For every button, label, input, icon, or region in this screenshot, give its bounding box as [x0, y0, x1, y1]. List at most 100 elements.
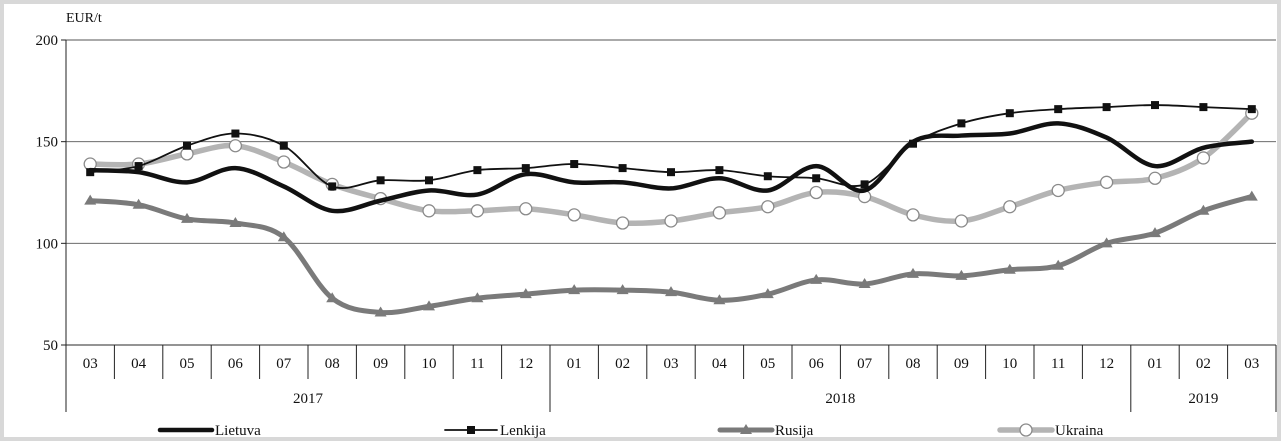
data-point-ukraina [1196, 151, 1211, 165]
legend-label-lietuva: Lietuva [215, 423, 261, 439]
data-point-rusija [955, 269, 968, 280]
x-tick-label: 07 [857, 356, 873, 372]
x-tick-label: 12 [1099, 356, 1114, 372]
x-tick-label: 05 [760, 356, 775, 372]
data-point-rusija [374, 306, 387, 317]
data-point-rusija [568, 284, 581, 295]
grid-layer [66, 39, 1276, 346]
data-point-rusija [907, 267, 919, 278]
data-point-rusija [519, 288, 532, 299]
data-point-lenkija [473, 166, 482, 175]
data-point-lenkija [812, 174, 821, 183]
x-tick-label: 02 [615, 356, 630, 372]
x-tick-label: 07 [276, 356, 292, 372]
legend-marker-ukraina [1019, 423, 1033, 437]
data-point-ukraina [906, 208, 920, 222]
data-point-ukraina [1099, 175, 1114, 189]
data-point-lenkija [328, 182, 337, 191]
y-tick-label-150: 150 [36, 135, 59, 151]
series-lenkija [86, 101, 1256, 191]
data-point-lenkija [909, 139, 917, 148]
series-ukraina [83, 106, 1259, 230]
x-tick-label: 11 [470, 356, 484, 372]
data-point-lenkija [521, 164, 530, 173]
data-point-lenkija [183, 141, 191, 150]
data-point-lenkija [570, 160, 579, 169]
data-point-lenkija [860, 180, 869, 189]
data-point-rusija [1245, 190, 1258, 201]
x-tick-label: 03 [1244, 356, 1259, 372]
data-point-lenkija [231, 129, 240, 138]
x-tick-label: 06 [228, 356, 244, 372]
legend-item-lietuva: Lietuva [157, 423, 261, 439]
x-tick-label: 09 [954, 356, 969, 372]
data-point-rusija [810, 273, 823, 284]
series-layer [83, 101, 1259, 317]
x-tick-label: 03 [664, 356, 679, 372]
data-point-lenkija [376, 176, 385, 185]
data-point-ukraina [954, 214, 969, 228]
data-point-ukraina [809, 185, 823, 200]
x-tick-label: 10 [1002, 356, 1017, 372]
legend-item-rusija: Rusija [717, 423, 814, 439]
data-point-lenkija [425, 176, 433, 185]
data-point-ukraina [422, 204, 436, 218]
legend-item-lenkija: Lenkija [444, 423, 546, 439]
x-tick-label: 05 [180, 356, 195, 372]
legend-marker-rusija [740, 424, 752, 434]
data-point-lenkija [1102, 103, 1111, 112]
data-point-rusija [761, 288, 774, 299]
data-point-rusija [858, 278, 871, 288]
data-point-rusija [471, 292, 484, 303]
data-point-rusija [616, 284, 629, 295]
x-tick-label: 11 [1051, 356, 1065, 372]
data-point-rusija [1100, 237, 1113, 248]
x-tick-label: 09 [373, 356, 388, 372]
x-tick-label: 03 [83, 356, 98, 372]
y-tick-label-50: 50 [43, 338, 58, 354]
y-tick-label-200: 200 [36, 33, 59, 49]
series-lietuva [87, 121, 1255, 214]
year-label-2017: 2017 [293, 391, 324, 407]
data-point-lenkija [134, 162, 143, 171]
legend-item-ukraina: Ukraina [997, 423, 1104, 439]
data-point-lenkija [86, 168, 95, 177]
x-tick-label: 08 [325, 356, 340, 372]
data-point-lenkija [1054, 105, 1063, 114]
data-point-rusija [1052, 259, 1065, 270]
data-point-lenkija [1247, 105, 1256, 114]
data-point-ukraina [277, 155, 291, 169]
data-point-lenkija [279, 141, 288, 150]
y-tick-label-100: 100 [36, 236, 59, 252]
data-point-lenkija [957, 119, 966, 128]
data-point-rusija [277, 231, 290, 242]
x-tick-label: 04 [712, 356, 728, 372]
y-unit-label: EUR/t [66, 11, 102, 26]
x-tick-label: 01 [1148, 356, 1163, 372]
x-tick-label: 08 [906, 356, 921, 372]
data-point-ukraina [712, 206, 727, 220]
data-point-rusija [229, 217, 242, 227]
x-tick-label: 06 [809, 356, 825, 372]
series-line-lietuva [87, 121, 1255, 214]
data-point-ukraina [1051, 183, 1065, 198]
data-point-rusija [1197, 204, 1210, 215]
data-point-rusija [326, 292, 339, 303]
data-point-ukraina [567, 208, 581, 222]
data-point-rusija [1149, 227, 1161, 238]
data-point-lenkija [1005, 109, 1014, 118]
data-point-rusija [181, 212, 193, 223]
data-point-ukraina [519, 202, 533, 216]
data-point-rusija [132, 198, 145, 209]
data-point-lenkija [715, 166, 724, 175]
data-point-ukraina [615, 216, 630, 230]
series-rusija [84, 190, 1258, 317]
data-point-ukraina [761, 200, 775, 214]
data-point-ukraina [1148, 171, 1162, 185]
legend-label-rusija: Rusija [775, 423, 814, 439]
data-point-rusija [84, 194, 97, 205]
data-point-rusija [665, 286, 677, 297]
data-point-lenkija [667, 168, 675, 177]
legend-label-ukraina: Ukraina [1055, 423, 1104, 439]
